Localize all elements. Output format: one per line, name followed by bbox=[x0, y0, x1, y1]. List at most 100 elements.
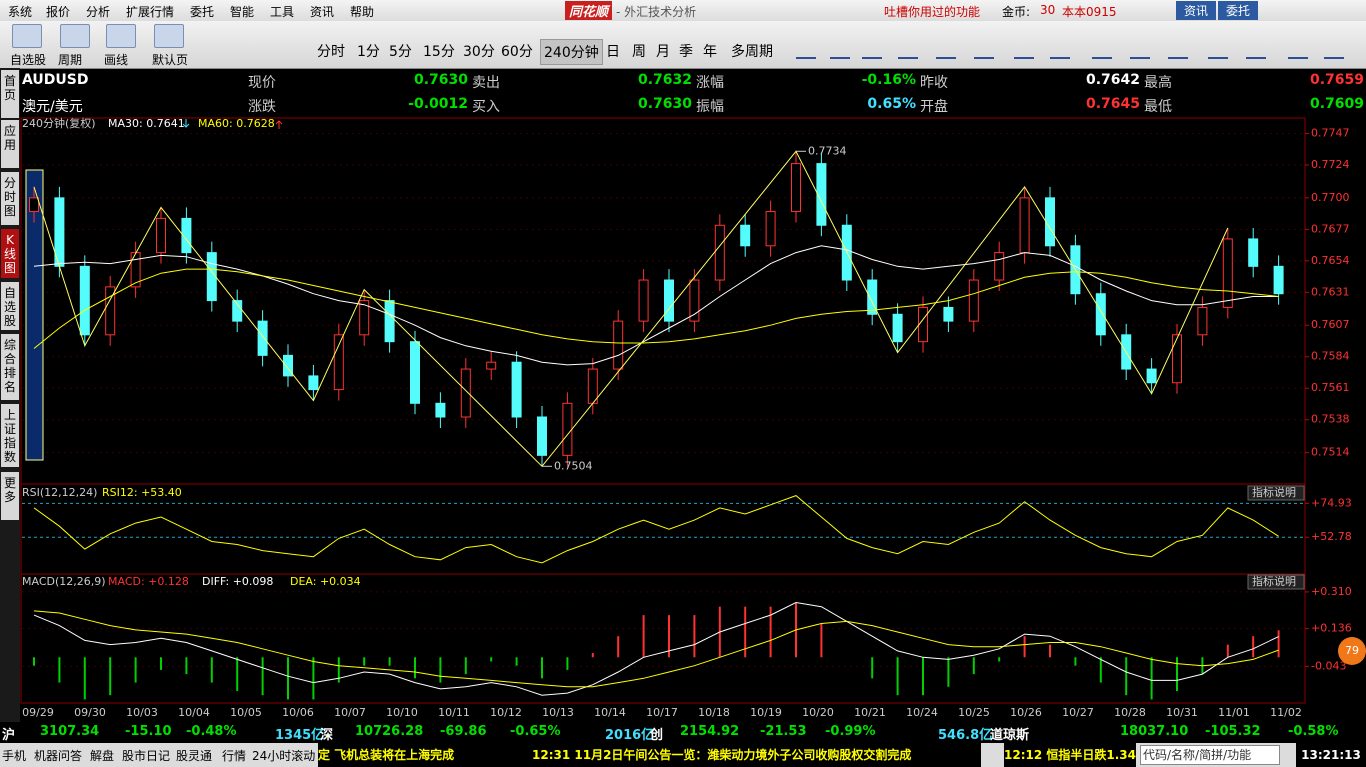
badge-label: 79 bbox=[1345, 644, 1359, 657]
menu-item[interactable]: 分析 bbox=[86, 5, 111, 19]
period-button[interactable]: 日 bbox=[606, 44, 620, 60]
draw-tool[interactable] bbox=[1288, 41, 1308, 59]
feedback-link[interactable]: 吐槽你用过的功能 bbox=[884, 5, 981, 19]
tool-icon[interactable] bbox=[12, 24, 42, 48]
quote-value: 0.7630 bbox=[637, 96, 692, 112]
search-box[interactable]: 代码/名称/简拼/功能 bbox=[1140, 745, 1280, 765]
help-box bbox=[1247, 574, 1305, 590]
period-button[interactable]: 60分 bbox=[501, 44, 533, 60]
ticker-item: 深 bbox=[320, 728, 334, 743]
tool-label[interactable]: 默认页 bbox=[152, 53, 189, 67]
ticker-item: -0.58% bbox=[1288, 724, 1339, 739]
ticker-item: 3107.34 bbox=[40, 724, 100, 739]
period-button[interactable]: 1分 bbox=[357, 44, 380, 60]
status-tab[interactable]: 股市日记 bbox=[122, 749, 171, 763]
news-btn[interactable]: 资讯 bbox=[1176, 1, 1217, 20]
quote-value: 0.7632 bbox=[637, 72, 692, 88]
quote-value: 0.65% bbox=[867, 96, 916, 112]
status-tab[interactable]: 24小时滚动 bbox=[252, 749, 316, 763]
period-button[interactable]: 30分 bbox=[463, 44, 495, 60]
tool-icon[interactable] bbox=[154, 24, 184, 48]
menu-item[interactable]: 报价 bbox=[46, 5, 71, 19]
status-tab[interactable]: 股灵通 bbox=[176, 749, 213, 763]
draw-tool[interactable] bbox=[1324, 41, 1344, 59]
status-tab[interactable]: 解盘 bbox=[90, 749, 115, 763]
trade-btn[interactable]: 委托 bbox=[1218, 1, 1259, 20]
quote-value: 0.7642 bbox=[1085, 72, 1140, 88]
period-button[interactable]: 多周期 bbox=[731, 44, 773, 60]
menu-item[interactable]: 智能 bbox=[230, 5, 255, 19]
menu-item[interactable]: 资讯 bbox=[310, 5, 335, 19]
candle-body bbox=[257, 320, 268, 356]
draw-tool[interactable] bbox=[1092, 41, 1112, 59]
panel-frame bbox=[20, 483, 1306, 575]
draw-tool[interactable] bbox=[830, 41, 850, 59]
tool-label[interactable]: 画线 bbox=[104, 53, 129, 67]
quote-label: 最低 bbox=[1144, 99, 1172, 115]
ticker-item: 546.8亿 bbox=[938, 728, 993, 743]
draw-tool[interactable] bbox=[936, 41, 956, 59]
ma60-line bbox=[33, 268, 1279, 349]
status-tab[interactable]: 机器问答 bbox=[34, 749, 83, 763]
menu-item[interactable]: 扩展行情 bbox=[126, 5, 175, 19]
candle-body bbox=[664, 279, 674, 322]
side-tab[interactable]: 应用 bbox=[1, 120, 19, 168]
status-tab[interactable]: 手机 bbox=[2, 749, 27, 763]
candle-body bbox=[1019, 197, 1030, 254]
x-tick-label: 10/10 bbox=[386, 706, 418, 719]
menu-item[interactable]: 工具 bbox=[270, 5, 295, 19]
tool-icon[interactable] bbox=[106, 24, 136, 48]
ma30-label: MA30: 0.7641 bbox=[108, 117, 185, 130]
period-button[interactable]: 15分 bbox=[423, 44, 455, 60]
draw-tool[interactable] bbox=[1246, 41, 1266, 59]
period-button[interactable]: 240分钟 bbox=[540, 39, 603, 65]
candle-body bbox=[816, 163, 827, 226]
side-tab[interactable]: 自选股 bbox=[1, 282, 19, 330]
x-tick-label: 10/24 bbox=[906, 706, 938, 719]
ticker-item: -0.48% bbox=[186, 724, 237, 739]
draw-tool[interactable] bbox=[1168, 41, 1188, 59]
period-button[interactable]: 分时 bbox=[317, 44, 345, 60]
side-tab[interactable]: 更多 bbox=[1, 472, 19, 520]
draw-tool[interactable] bbox=[862, 41, 882, 59]
period-button[interactable]: 周 bbox=[632, 44, 646, 60]
candle-body bbox=[638, 279, 649, 322]
menu-item[interactable]: 系统 bbox=[8, 5, 33, 19]
tool-label[interactable]: 自选股 bbox=[10, 53, 47, 67]
y-tick-label: 0.7747 bbox=[1311, 126, 1350, 139]
badge bbox=[1338, 637, 1366, 665]
draw-tool[interactable] bbox=[1130, 41, 1150, 59]
candle-body bbox=[206, 252, 217, 302]
draw-tool[interactable] bbox=[974, 41, 994, 59]
help-label: 指标说明 bbox=[1252, 574, 1296, 588]
ticker-item: 道琼斯 bbox=[990, 728, 1030, 743]
draw-tool[interactable] bbox=[1208, 41, 1228, 59]
side-tab[interactable]: 综合排名 bbox=[1, 334, 19, 400]
candle-body bbox=[1045, 197, 1055, 247]
y-tick-label: 0.7584 bbox=[1311, 350, 1350, 363]
draw-tool[interactable] bbox=[1014, 41, 1034, 59]
candle-body bbox=[918, 306, 928, 343]
draw-tool[interactable] bbox=[898, 41, 918, 59]
side-tab[interactable]: 首页 bbox=[1, 70, 19, 118]
side-tab[interactable]: 上证指数 bbox=[1, 404, 19, 467]
side-tab[interactable]: 分时图 bbox=[1, 172, 19, 225]
period-button[interactable]: 年 bbox=[703, 44, 717, 60]
x-tick-label: 09/30 bbox=[74, 706, 106, 719]
y-tick-label: 0.7607 bbox=[1311, 318, 1350, 331]
period-button[interactable]: 季 bbox=[679, 44, 693, 60]
draw-tool[interactable] bbox=[796, 41, 816, 59]
draw-tool[interactable] bbox=[1050, 41, 1070, 59]
tool-label[interactable]: 周期 bbox=[58, 53, 83, 67]
side-tab[interactable]: K线图 bbox=[1, 229, 19, 278]
period-button[interactable]: 月 bbox=[656, 44, 670, 60]
menu-item[interactable]: 帮助 bbox=[350, 5, 375, 19]
x-tick-label: 10/25 bbox=[958, 706, 990, 719]
tool-icon[interactable] bbox=[60, 24, 90, 48]
diff-line bbox=[33, 601, 1279, 696]
status-tab[interactable]: 行情 bbox=[222, 749, 247, 763]
user: 本本0915 bbox=[1062, 5, 1117, 19]
period-button[interactable]: 5分 bbox=[389, 44, 412, 60]
menu-item[interactable]: 委托 bbox=[190, 5, 215, 19]
